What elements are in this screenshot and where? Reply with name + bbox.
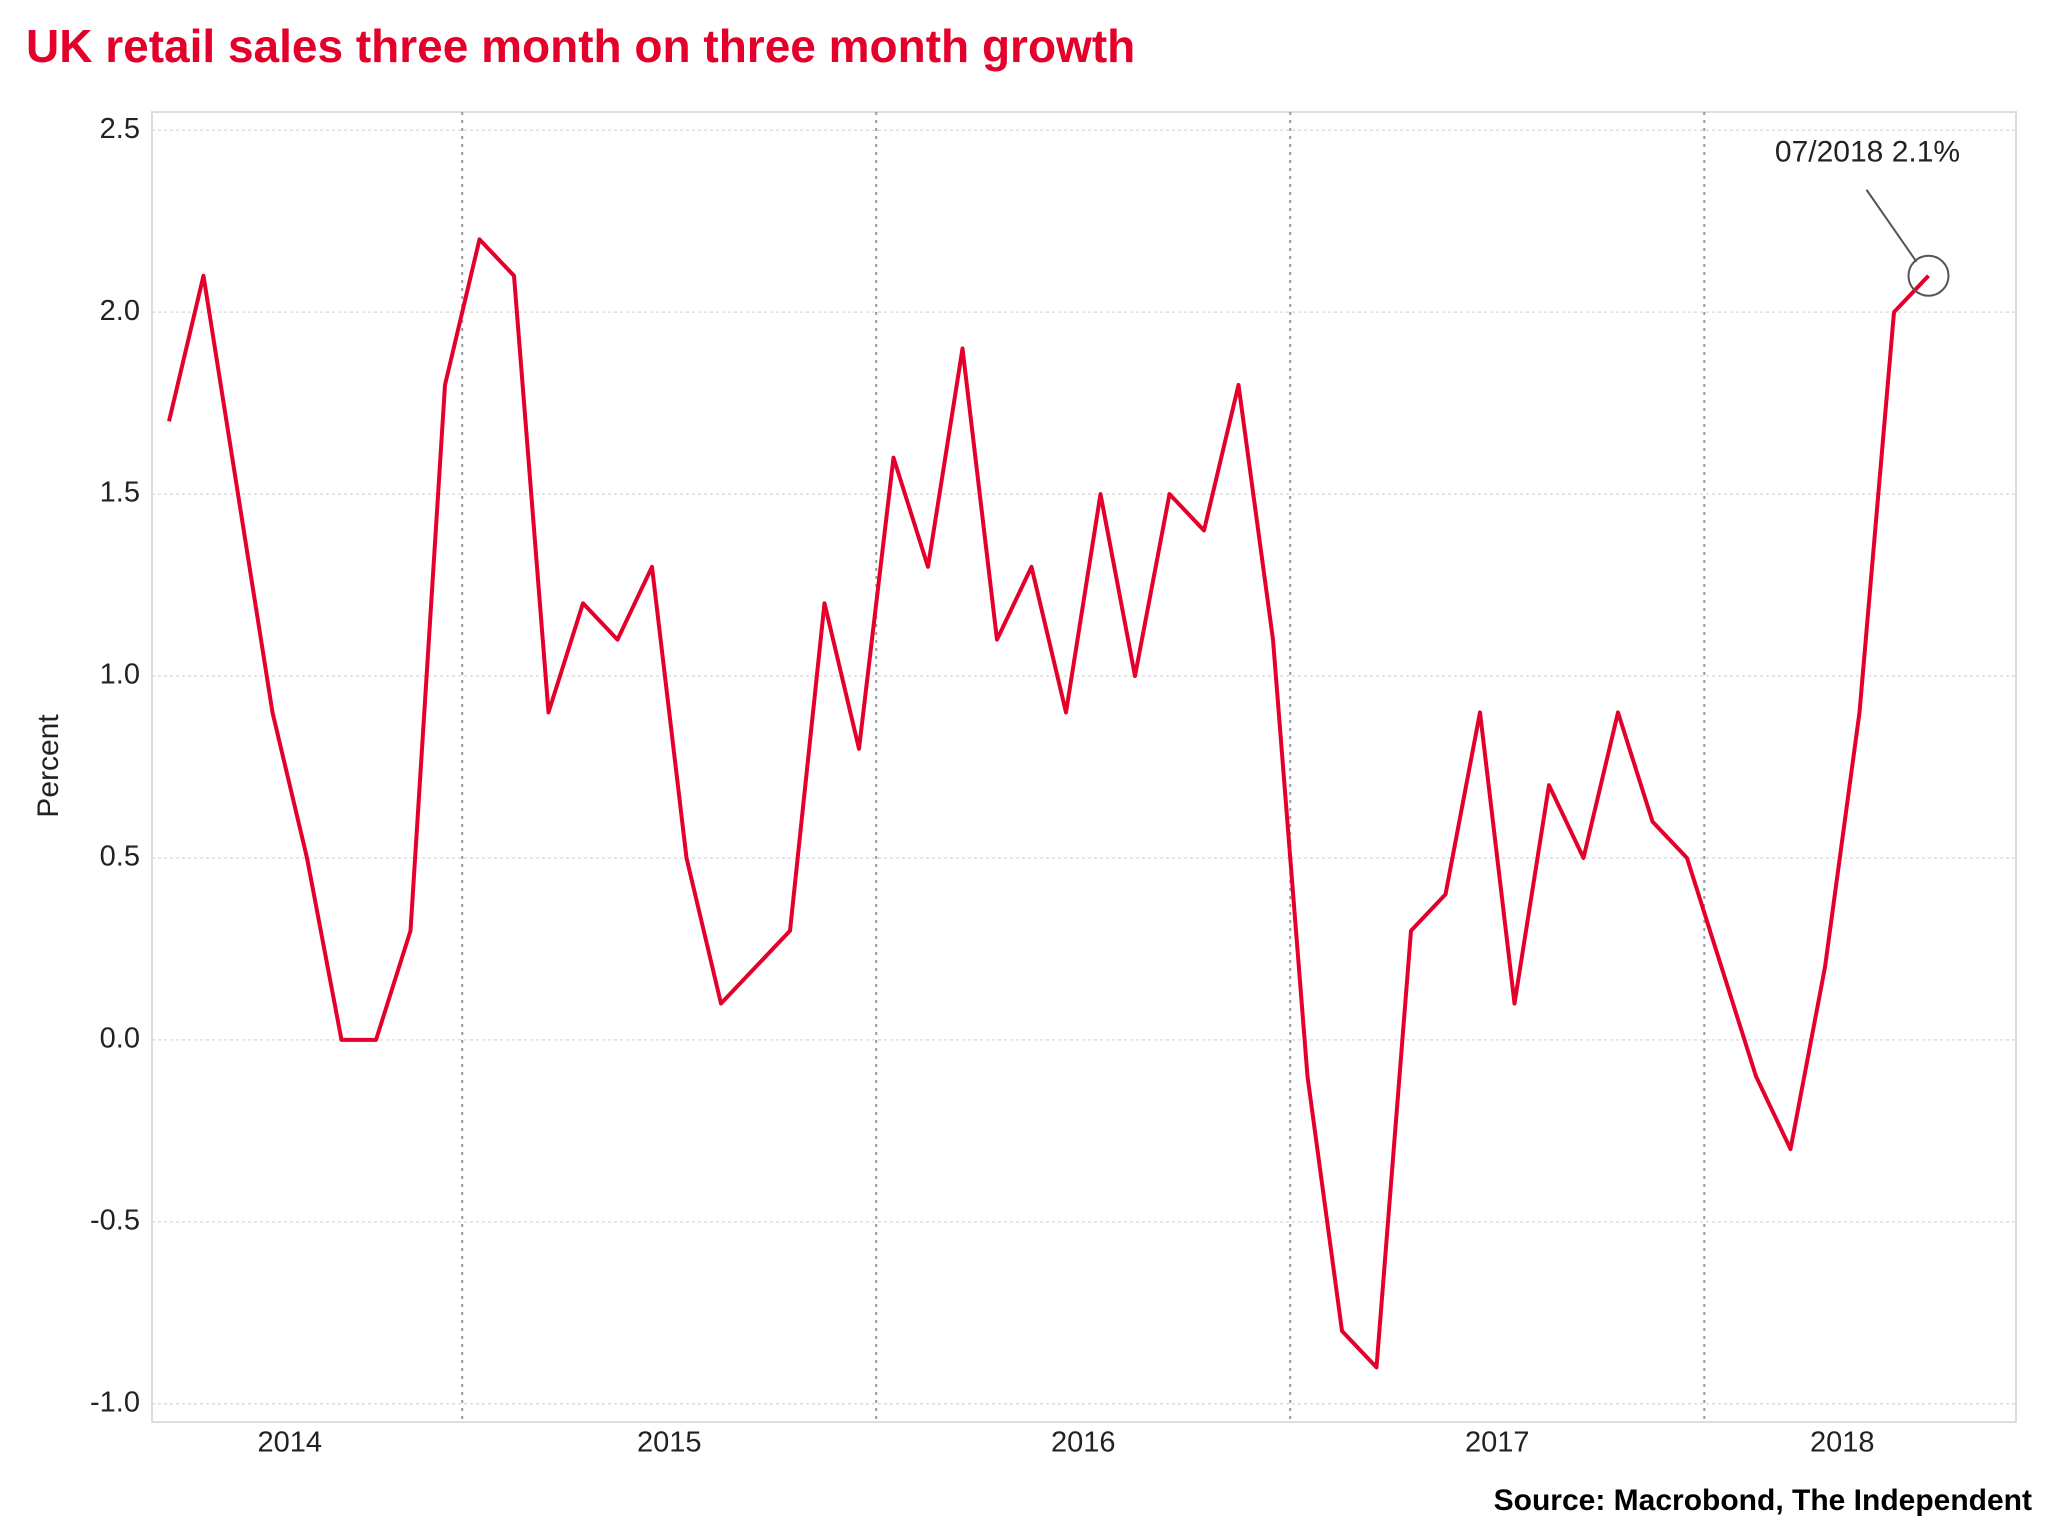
- plot-frame: [151, 111, 2017, 1423]
- y-axis-label: Percent: [32, 714, 65, 818]
- y-tick-label: -1.0: [90, 1386, 140, 1418]
- annotation-circle: [1907, 254, 1950, 297]
- chart-title: UK retail sales three month on three mon…: [26, 20, 1135, 72]
- y-tick-label: 1.5: [100, 477, 140, 509]
- annotation-leader: [1865, 189, 1918, 263]
- x-tick-label: 2016: [1051, 1427, 1116, 1459]
- annotation: 07/2018 2.1%: [1775, 136, 1960, 169]
- x-tick-label: 2017: [1465, 1427, 1530, 1459]
- y-tick-label: 0.0: [100, 1023, 140, 1055]
- y-tick-label: 2.5: [100, 113, 140, 145]
- y-tick-label: -0.5: [90, 1205, 140, 1237]
- source: Source: Macrobond, The Independent: [1494, 1484, 2032, 1517]
- y-tick-label: 2.0: [100, 295, 140, 327]
- y-tick-label: 0.5: [100, 841, 140, 873]
- x-tick-label: 2018: [1810, 1427, 1875, 1459]
- y-tick-label: 1.0: [100, 659, 140, 691]
- x-tick-label: 2015: [637, 1427, 702, 1459]
- line-series: [167, 237, 1930, 1370]
- x-tick-label: 2014: [257, 1427, 322, 1459]
